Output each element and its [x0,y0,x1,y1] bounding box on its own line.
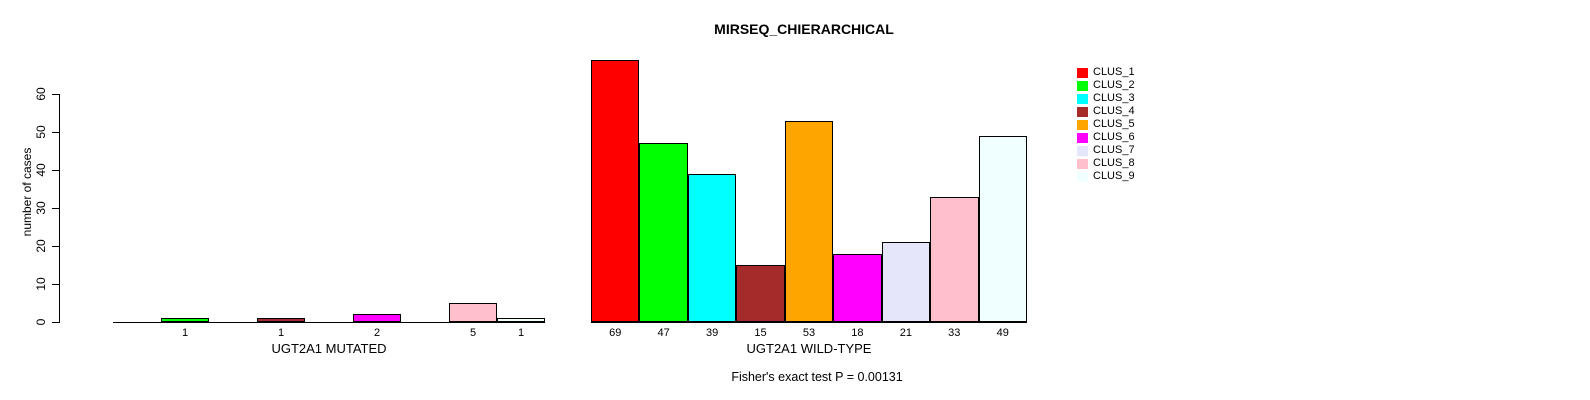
bar-slot [881,59,931,322]
bar-CLUS_5 [784,120,834,322]
bar-CLUS_7 [881,242,931,322]
y-tick-mark [52,322,59,323]
bar-slot [161,59,209,322]
bar-CLUS_6 [353,314,401,322]
bar-CLUS_9 [978,135,1027,322]
legend-item: CLUS_6 [1077,131,1135,144]
bar-value-labels: 1 1 2 5 1 [113,327,545,339]
bar-value-label: 2 [373,327,381,339]
bar-CLUS_2 [639,143,688,322]
bar-value-labels: 69 47 39 15 53 18 21 33 49 [591,327,1027,339]
legend-swatch-icon [1077,132,1088,143]
bar-slot [209,59,257,322]
bar-slot [401,59,449,322]
bar-value-label: 39 [705,327,719,339]
bar-value-label: 1 [277,327,285,339]
bar-value-label: 1 [517,327,525,339]
legend-label: CLUS_5 [1093,118,1135,130]
bar-slot [736,59,785,322]
bar-value-label [401,327,449,339]
bar-slot [930,59,979,322]
legend-label: CLUS_6 [1093,131,1135,143]
bar-slot [639,59,688,322]
legend-swatch-icon [1077,67,1088,78]
bar-group-bars [591,59,1027,323]
legend-label: CLUS_7 [1093,144,1135,156]
bar-value-label: 18 [851,327,864,339]
legend-item: CLUS_1 [1077,66,1135,79]
legend-item: CLUS_2 [1077,79,1135,92]
y-tick-mark [52,208,59,209]
legend-item: CLUS_7 [1077,144,1135,157]
bar-CLUS_1 [591,59,640,322]
legend-label: CLUS_8 [1093,157,1135,169]
legend-item: CLUS_5 [1077,118,1135,131]
legend-swatch-icon [1077,158,1088,169]
bar-slot [591,59,640,322]
legend-swatch-icon [1077,145,1088,156]
fisher-test-note: Fisher's exact test P = 0.00131 [731,370,903,384]
legend-swatch-icon [1077,106,1088,117]
bar-value-label: 49 [996,327,1009,339]
bar-slot [978,59,1027,322]
legend-label: CLUS_2 [1093,79,1135,91]
bar-slot [687,59,737,322]
legend-label: CLUS_9 [1093,170,1135,182]
bar-value-label [209,327,257,339]
legend-swatch-icon [1077,171,1088,182]
y-tick-mark [52,246,59,247]
legend-swatch-icon [1077,93,1088,104]
bar-slot [449,59,497,322]
bar-value-label: 15 [754,327,767,339]
bar-CLUS_4 [736,265,785,322]
legend-item: CLUS_8 [1077,157,1135,170]
bar-CLUS_8 [449,303,497,322]
bar-group: 69 47 39 15 53 18 21 33 49 UGT2A1 WILD-TYPE [591,59,1027,356]
bar-slot [497,59,545,322]
legend-item: CLUS_4 [1077,105,1135,118]
bar-slot [305,59,353,322]
bar-value-label [305,327,353,339]
bar-group: 1 1 2 5 1 UGT2A1 MUTATED [113,59,545,356]
legend-label: CLUS_1 [1093,66,1135,78]
bar-CLUS_9 [497,318,545,322]
bar-CLUS_4 [257,318,305,322]
legend-item: CLUS_3 [1077,92,1135,105]
y-tick-mark [52,170,59,171]
legend-label: CLUS_4 [1093,105,1135,117]
bar-value-label: 69 [609,327,622,339]
x-axis-group-label: UGT2A1 MUTATED [271,341,387,356]
bar-value-label: 21 [899,327,912,339]
legend-swatch-icon [1077,80,1088,91]
bar-slot [353,59,401,322]
bar-value-label: 53 [802,327,816,339]
bar-CLUS_8 [930,196,979,322]
x-axis-group-label: UGT2A1 WILD-TYPE [746,341,872,356]
bar-slot [257,59,305,322]
y-tick-mark [52,132,59,133]
y-axis-line [59,94,60,323]
bar-slot [113,59,161,322]
bar-CLUS_2 [161,318,209,322]
bar-value-label: 33 [948,327,961,339]
chart-title: MIRSEQ_CHIERARCHICAL [714,21,894,37]
legend-swatch-icon [1077,119,1088,130]
bar-slot [833,59,882,322]
y-tick-mark [52,284,59,285]
bar-value-label: 47 [657,327,670,339]
bar-value-label: 1 [181,327,189,339]
bar-value-label [113,327,161,339]
bar-slot [784,59,834,322]
bar-group-bars [113,59,545,323]
legend-item: CLUS_9 [1077,170,1135,183]
legend-label: CLUS_3 [1093,92,1135,104]
bar-CLUS_6 [833,253,882,322]
bar-value-label: 5 [469,327,477,339]
legend: CLUS_1 CLUS_2 CLUS_3 CLUS_4 CLUS_5 CLUS_6 CLUS… [1077,66,1135,183]
y-tick-mark [52,94,59,95]
bar-CLUS_3 [687,173,737,322]
